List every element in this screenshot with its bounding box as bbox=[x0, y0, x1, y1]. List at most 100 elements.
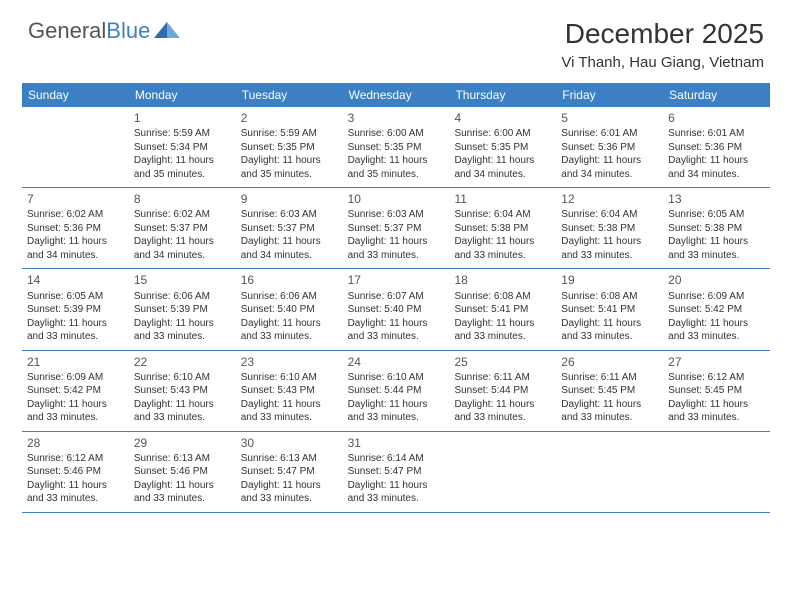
day-cell: 13Sunrise: 6:05 AMSunset: 5:38 PMDayligh… bbox=[663, 188, 770, 268]
sunrise-text: Sunrise: 5:59 AM bbox=[134, 127, 231, 141]
day-header: Wednesday bbox=[343, 83, 450, 107]
day-number: 17 bbox=[348, 272, 445, 288]
sunrise-text: Sunrise: 6:13 AM bbox=[134, 452, 231, 466]
daylight-text: Daylight: 11 hours and 33 minutes. bbox=[134, 398, 231, 425]
sunrise-text: Sunrise: 6:04 AM bbox=[561, 208, 658, 222]
sunrise-text: Sunrise: 6:08 AM bbox=[561, 290, 658, 304]
daylight-text: Daylight: 11 hours and 33 minutes. bbox=[668, 317, 765, 344]
day-number: 19 bbox=[561, 272, 658, 288]
day-cell: 28Sunrise: 6:12 AMSunset: 5:46 PMDayligh… bbox=[22, 432, 129, 512]
day-number: 31 bbox=[348, 435, 445, 451]
sunrise-text: Sunrise: 6:01 AM bbox=[561, 127, 658, 141]
sunset-text: Sunset: 5:37 PM bbox=[134, 222, 231, 236]
sunrise-text: Sunrise: 6:00 AM bbox=[348, 127, 445, 141]
logo-text: GeneralBlue bbox=[28, 18, 150, 44]
daylight-text: Daylight: 11 hours and 33 minutes. bbox=[241, 317, 338, 344]
day-cell: 21Sunrise: 6:09 AMSunset: 5:42 PMDayligh… bbox=[22, 351, 129, 431]
day-number: 24 bbox=[348, 354, 445, 370]
daylight-text: Daylight: 11 hours and 33 minutes. bbox=[348, 398, 445, 425]
day-cell: 2Sunrise: 5:59 AMSunset: 5:35 PMDaylight… bbox=[236, 107, 343, 187]
sunrise-text: Sunrise: 6:03 AM bbox=[348, 208, 445, 222]
sunset-text: Sunset: 5:34 PM bbox=[134, 141, 231, 155]
day-header: Tuesday bbox=[236, 83, 343, 107]
day-cell: 10Sunrise: 6:03 AMSunset: 5:37 PMDayligh… bbox=[343, 188, 450, 268]
sunrise-text: Sunrise: 6:14 AM bbox=[348, 452, 445, 466]
day-cell: 18 Sunrise: 6:08 AMSunset: 5:41 PMDayligh… bbox=[449, 269, 556, 349]
sunrise-text: Sunrise: 6:07 AM bbox=[348, 290, 445, 304]
day-cell: 27Sunrise: 6:12 AMSunset: 5:45 PMDayligh… bbox=[663, 351, 770, 431]
day-cell: 20Sunrise: 6:09 AMSunset: 5:42 PMDayligh… bbox=[663, 269, 770, 349]
day-cell: 6Sunrise: 6:01 AMSunset: 5:36 PMDaylight… bbox=[663, 107, 770, 187]
day-cell bbox=[449, 432, 556, 512]
daylight-text: Daylight: 11 hours and 33 minutes. bbox=[454, 235, 551, 262]
daylight-text: Daylight: 11 hours and 33 minutes. bbox=[454, 317, 551, 344]
daylight-text: Daylight: 11 hours and 33 minutes. bbox=[561, 398, 658, 425]
day-cell: 22Sunrise: 6:10 AMSunset: 5:43 PMDayligh… bbox=[129, 351, 236, 431]
day-cell: 29Sunrise: 6:13 AMSunset: 5:46 PMDayligh… bbox=[129, 432, 236, 512]
day-header: Monday bbox=[129, 83, 236, 107]
sunrise-text: Sunrise: 6:08 AM bbox=[454, 290, 551, 304]
day-number: 4 bbox=[454, 110, 551, 126]
location-text: Vi Thanh, Hau Giang, Vietnam bbox=[561, 54, 764, 71]
daylight-text: Daylight: 11 hours and 33 minutes. bbox=[668, 398, 765, 425]
day-cell: 23Sunrise: 6:10 AMSunset: 5:43 PMDayligh… bbox=[236, 351, 343, 431]
daylight-text: Daylight: 11 hours and 33 minutes. bbox=[241, 398, 338, 425]
day-number: 1 bbox=[134, 110, 231, 126]
sunrise-text: Sunrise: 6:10 AM bbox=[348, 371, 445, 385]
day-header: Friday bbox=[556, 83, 663, 107]
sunset-text: Sunset: 5:45 PM bbox=[668, 384, 765, 398]
sunrise-text: Sunrise: 6:13 AM bbox=[241, 452, 338, 466]
day-cell: 1Sunrise: 5:59 AMSunset: 5:34 PMDaylight… bbox=[129, 107, 236, 187]
daylight-text: Daylight: 11 hours and 33 minutes. bbox=[348, 317, 445, 344]
daylight-text: Daylight: 11 hours and 34 minutes. bbox=[241, 235, 338, 262]
sunrise-text: Sunrise: 6:06 AM bbox=[134, 290, 231, 304]
day-number: 22 bbox=[134, 354, 231, 370]
daylight-text: Daylight: 11 hours and 33 minutes. bbox=[561, 317, 658, 344]
day-header: Saturday bbox=[663, 83, 770, 107]
sunrise-text: Sunrise: 6:03 AM bbox=[241, 208, 338, 222]
sunset-text: Sunset: 5:37 PM bbox=[348, 222, 445, 236]
daylight-text: Daylight: 11 hours and 34 minutes. bbox=[27, 235, 124, 262]
sunset-text: Sunset: 5:41 PM bbox=[561, 303, 658, 317]
sunrise-text: Sunrise: 6:12 AM bbox=[668, 371, 765, 385]
day-number: 18 bbox=[454, 272, 551, 288]
daylight-text: Daylight: 11 hours and 33 minutes. bbox=[668, 235, 765, 262]
week-row: 28Sunrise: 6:12 AMSunset: 5:46 PMDayligh… bbox=[22, 432, 770, 513]
day-number: 16 bbox=[241, 272, 338, 288]
sunset-text: Sunset: 5:45 PM bbox=[561, 384, 658, 398]
sunset-text: Sunset: 5:35 PM bbox=[348, 141, 445, 155]
daylight-text: Daylight: 11 hours and 33 minutes. bbox=[134, 317, 231, 344]
sunset-text: Sunset: 5:43 PM bbox=[241, 384, 338, 398]
day-cell: 24Sunrise: 6:10 AMSunset: 5:44 PMDayligh… bbox=[343, 351, 450, 431]
day-cell: 5Sunrise: 6:01 AMSunset: 5:36 PMDaylight… bbox=[556, 107, 663, 187]
sunrise-text: Sunrise: 6:06 AM bbox=[241, 290, 338, 304]
sunrise-text: Sunrise: 6:05 AM bbox=[668, 208, 765, 222]
day-cell: 12Sunrise: 6:04 AMSunset: 5:38 PMDayligh… bbox=[556, 188, 663, 268]
daylight-text: Daylight: 11 hours and 34 minutes. bbox=[561, 154, 658, 181]
sunset-text: Sunset: 5:43 PM bbox=[134, 384, 231, 398]
sunset-text: Sunset: 5:40 PM bbox=[348, 303, 445, 317]
day-number: 10 bbox=[348, 191, 445, 207]
sunset-text: Sunset: 5:41 PM bbox=[454, 303, 551, 317]
logo-text-part2: Blue bbox=[106, 18, 150, 43]
sunrise-text: Sunrise: 6:02 AM bbox=[27, 208, 124, 222]
sunset-text: Sunset: 5:38 PM bbox=[668, 222, 765, 236]
title-block: December 2025 Vi Thanh, Hau Giang, Vietn… bbox=[561, 18, 764, 71]
day-number: 21 bbox=[27, 354, 124, 370]
day-cell: 26Sunrise: 6:11 AMSunset: 5:45 PMDayligh… bbox=[556, 351, 663, 431]
sunset-text: Sunset: 5:38 PM bbox=[561, 222, 658, 236]
week-row: 1Sunrise: 5:59 AMSunset: 5:34 PM Daylight… bbox=[22, 107, 770, 188]
day-cell: 19 Sunrise: 6:08 AMSunset: 5:41 PMDayligh… bbox=[556, 269, 663, 349]
day-header: Thursday bbox=[449, 83, 556, 107]
daylight-text: Daylight: 11 hours and 33 minutes. bbox=[241, 479, 338, 506]
day-number: 5 bbox=[561, 110, 658, 126]
day-cell: 30Sunrise: 6:13 AMSunset: 5:47 PMDayligh… bbox=[236, 432, 343, 512]
day-number: 27 bbox=[668, 354, 765, 370]
day-header-row: SundayMondayTuesdayWednesdayThursdayFrid… bbox=[22, 83, 770, 107]
day-number: 15 bbox=[134, 272, 231, 288]
day-cell bbox=[22, 107, 129, 187]
logo-text-part1: General bbox=[28, 18, 106, 43]
sunset-text: Sunset: 5:38 PM bbox=[454, 222, 551, 236]
day-cell: 16Sunrise: 6:06 AMSunset: 5:40 PMDayligh… bbox=[236, 269, 343, 349]
day-cell bbox=[663, 432, 770, 512]
